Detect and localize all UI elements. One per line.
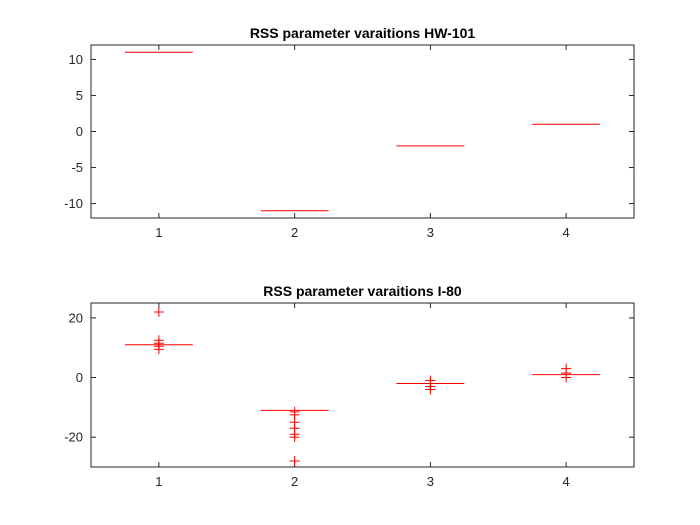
x-tick-label: 1 [155, 474, 162, 489]
y-tick-label: 5 [76, 88, 83, 103]
y-tick-label: -10 [64, 196, 83, 211]
outlier-marker [561, 372, 572, 383]
x-tick-label: 2 [291, 474, 298, 489]
outlier-marker [153, 306, 164, 317]
y-tick-label: -5 [71, 160, 83, 175]
outlier-marker [153, 344, 164, 355]
outlier-marker [289, 432, 300, 443]
plot-area [90, 302, 635, 468]
y-tick-label: -20 [64, 430, 83, 445]
outlier-marker [289, 456, 300, 467]
x-tick-label: 4 [563, 225, 570, 240]
chart-title: RSS parameter varaitions I-80 [263, 283, 462, 299]
x-tick-label: 2 [291, 225, 298, 240]
chart-title: RSS parameter varaitions HW-101 [250, 25, 476, 41]
plot-area [90, 44, 635, 219]
x-tick-label: 1 [155, 225, 162, 240]
y-tick-label: 0 [76, 124, 83, 139]
x-tick-label: 4 [563, 474, 570, 489]
panel-2: RSS parameter varaitions I-80 -20 0 20 1 2 3 4 [64, 283, 635, 489]
panel-1: RSS parameter varaitions HW-101 -10 -5 0 5 10… [64, 25, 635, 240]
y-tick-label: 20 [69, 310, 83, 325]
y-tick-label: 0 [76, 370, 83, 385]
outlier-marker [425, 384, 436, 395]
x-tick-label: 3 [427, 474, 434, 489]
y-tick-label: 10 [69, 52, 83, 67]
x-tick-label: 3 [427, 225, 434, 240]
